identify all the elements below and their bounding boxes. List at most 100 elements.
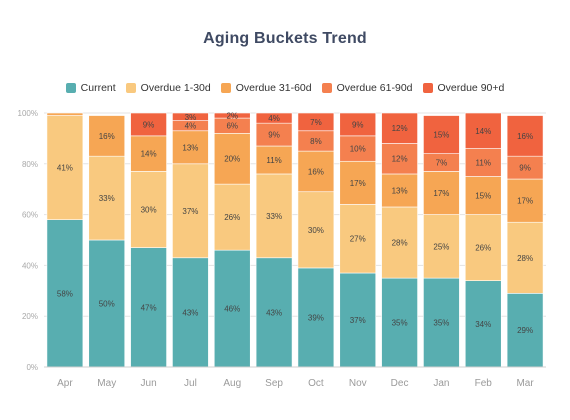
data-label: 10% — [350, 145, 366, 154]
bar-segment[interactable] — [339, 272, 377, 368]
bar-segment[interactable] — [339, 112, 377, 137]
legend-swatch — [422, 83, 433, 93]
data-label: 41% — [57, 164, 73, 173]
bar-segment[interactable] — [88, 115, 126, 157]
data-label: 2% — [226, 112, 238, 121]
legend-item[interactable]: Current — [65, 82, 116, 94]
bar-segment[interactable] — [464, 214, 502, 281]
data-label: 13% — [392, 186, 408, 195]
chart-title: Aging Buckets Trend — [203, 30, 367, 47]
data-label: 20% — [224, 155, 240, 164]
data-label: 4% — [268, 114, 280, 123]
data-label: 26% — [224, 213, 240, 222]
legend-label: Overdue 90+d — [437, 82, 505, 94]
bar-segment[interactable] — [213, 112, 251, 119]
data-label: 8% — [310, 137, 322, 146]
data-label: 35% — [392, 319, 408, 328]
data-label: 17% — [433, 189, 449, 198]
x-tick-label: Aug — [223, 378, 241, 389]
data-label: 37% — [182, 207, 198, 216]
legend-swatch — [65, 83, 76, 93]
data-label: 4% — [185, 122, 197, 131]
data-label: 35% — [433, 319, 449, 328]
bar-segment[interactable] — [423, 277, 460, 368]
data-label: 6% — [226, 122, 238, 131]
y-tick-label: 100% — [18, 109, 38, 118]
data-label: 7% — [310, 118, 322, 127]
legend-item[interactable]: Overdue 90+d — [422, 82, 505, 94]
bar-segment[interactable] — [213, 249, 251, 368]
x-tick-label: Nov — [349, 378, 367, 389]
data-label: 14% — [141, 150, 157, 159]
data-label: 15% — [433, 131, 449, 140]
bar-segment[interactable] — [297, 112, 335, 132]
bar-segment[interactable] — [297, 267, 335, 368]
data-label: 28% — [517, 254, 533, 263]
data-label: 16% — [308, 167, 324, 176]
data-label: 47% — [141, 303, 157, 312]
data-label: 46% — [224, 305, 240, 314]
bar-segment[interactable] — [172, 130, 209, 165]
data-label: 7% — [436, 159, 448, 168]
bar-segment[interactable] — [464, 112, 502, 149]
legend-item[interactable]: Overdue 31-60d — [220, 82, 312, 94]
data-label: 16% — [517, 132, 533, 141]
bar-segment[interactable] — [172, 112, 209, 121]
bar-segment[interactable] — [464, 280, 502, 368]
data-label: 26% — [475, 244, 491, 253]
bar-segment[interactable] — [172, 257, 209, 368]
bar-segment[interactable] — [46, 115, 84, 220]
bar-segment[interactable] — [423, 171, 460, 215]
legend-item[interactable]: Overdue 61-90d — [321, 82, 413, 94]
bar-segment[interactable] — [255, 145, 293, 175]
bar-segment[interactable] — [130, 135, 167, 172]
bar-segment[interactable] — [381, 206, 418, 279]
bar-segment[interactable] — [297, 191, 335, 269]
bar-segment[interactable] — [423, 214, 460, 279]
bar-segment[interactable] — [46, 112, 84, 116]
bar-segment[interactable] — [381, 112, 418, 144]
data-label: 9% — [143, 120, 155, 129]
bar-segment[interactable] — [255, 112, 293, 124]
data-label: 12% — [392, 155, 408, 164]
bar-segment[interactable] — [423, 115, 460, 154]
bar-segment[interactable] — [255, 173, 293, 259]
data-label: 43% — [182, 308, 198, 317]
bar-segment[interactable] — [130, 112, 167, 137]
bar-segment[interactable] — [130, 171, 167, 248]
bar-segment[interactable] — [506, 178, 544, 223]
bar-segment[interactable] — [339, 135, 377, 162]
legend-label: Overdue 31-60d — [235, 82, 312, 94]
data-label: 13% — [182, 143, 198, 152]
bar-segment[interactable] — [381, 277, 418, 368]
bar-segment[interactable] — [213, 183, 251, 251]
y-tick-label: 20% — [22, 312, 38, 321]
bar-segment[interactable] — [506, 293, 544, 368]
data-label: 30% — [308, 226, 324, 235]
bar-segment[interactable] — [506, 115, 544, 157]
y-tick-label: 0% — [26, 363, 38, 372]
x-tick-label: Apr — [57, 378, 73, 389]
bar-segment[interactable] — [172, 163, 209, 259]
bar-segment[interactable] — [464, 176, 502, 215]
bar-segment[interactable] — [130, 247, 167, 368]
bar-segment[interactable] — [255, 257, 293, 368]
x-tick-label: May — [97, 378, 116, 389]
bar-segment[interactable] — [88, 155, 126, 241]
x-tick-label: Mar — [516, 378, 534, 389]
bar-segment[interactable] — [339, 204, 377, 274]
data-label: 33% — [266, 212, 282, 221]
data-label: 17% — [517, 197, 533, 206]
data-label: 11% — [476, 159, 491, 168]
chart-legend: Current Overdue 1-30d Overdue 31-60d Overdu… — [0, 82, 570, 94]
y-tick-label: 40% — [22, 261, 38, 270]
bar-segment[interactable] — [381, 173, 418, 208]
legend-label: Overdue 61-90d — [336, 82, 413, 94]
data-label: 16% — [99, 132, 115, 141]
x-tick-label: Jul — [184, 378, 197, 389]
bar-segment[interactable] — [506, 221, 544, 294]
data-label: 3% — [185, 113, 197, 122]
legend-item[interactable]: Overdue 1-30d — [125, 82, 211, 94]
